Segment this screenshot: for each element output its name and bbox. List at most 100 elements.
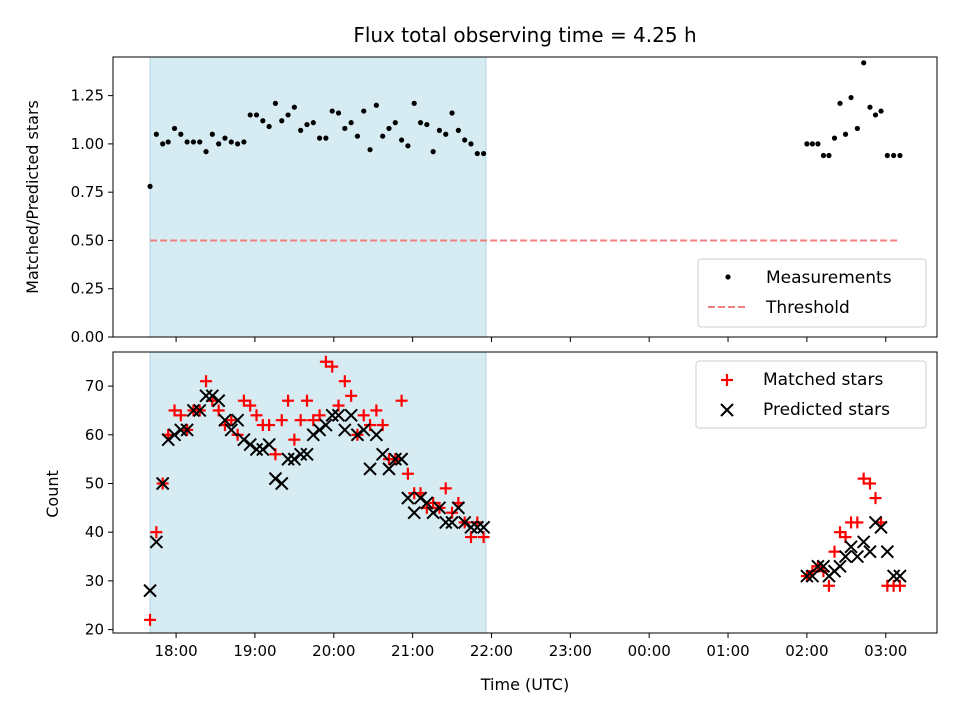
xtick-label: 00:00	[628, 642, 671, 660]
predicted-star-point	[413, 491, 428, 505]
measurement-point	[481, 150, 487, 157]
predicted-star-point	[300, 447, 314, 461]
predicted-x-b	[155, 476, 170, 491]
measurement-point	[260, 118, 266, 124]
matched-star-point	[869, 492, 882, 505]
xtick-label: 19:00	[233, 642, 276, 660]
predicted-star-point	[445, 515, 459, 530]
matched-star-point	[168, 404, 181, 417]
xtick-label: 23:00	[549, 642, 592, 660]
measurement-point	[298, 127, 304, 133]
predicted-star-point	[420, 496, 434, 510]
predicted-x-b	[375, 447, 390, 461]
matched-star-point	[174, 409, 187, 422]
measurement-point	[234, 141, 241, 147]
measurement-point	[831, 135, 838, 141]
top-observing-span	[149, 56, 487, 338]
measurement-point	[809, 141, 816, 147]
top-ytick-label: 1.00	[71, 135, 104, 153]
measurement-point	[279, 118, 285, 124]
measurement-point	[891, 152, 897, 159]
predicted-x-b	[401, 491, 415, 505]
measurement-point	[449, 110, 455, 116]
top-ytick-label: 0.25	[71, 280, 104, 298]
predicted-star-point	[880, 544, 895, 559]
predicted-x-b	[199, 389, 213, 403]
predicted-star-point	[249, 442, 264, 457]
predicted-x-b	[306, 428, 320, 442]
predicted-x-b	[369, 428, 384, 442]
xtick-label: 01:00	[706, 642, 749, 660]
bottom-legend: Matched stars Predicted stars	[695, 360, 927, 429]
predicted-x-b	[325, 408, 339, 423]
predicted-x-b	[838, 549, 853, 564]
measurement-point	[216, 141, 222, 147]
matched-star-point	[357, 409, 370, 422]
bottom-ytick-label: 50	[85, 474, 104, 492]
matched-star-point	[307, 414, 320, 427]
matched-star-point	[319, 355, 332, 368]
measurement-point	[861, 60, 867, 66]
predicted-star-point	[143, 583, 157, 598]
x-axis-label: Time (UTC)	[480, 675, 569, 694]
predicted-x-b	[249, 442, 264, 457]
predicted-star-point	[394, 452, 409, 466]
matched-star-point	[345, 389, 358, 402]
predicted-x-b	[874, 520, 888, 535]
bottom-ytick-label: 70	[85, 377, 104, 395]
bottom-observing-span	[149, 351, 487, 634]
predicted-x-b	[262, 437, 276, 452]
predicted-x-b	[470, 520, 485, 535]
matched-star-point	[326, 360, 339, 373]
predicted-star-point	[357, 423, 371, 437]
predicted-x-b	[167, 428, 182, 442]
matched-star-point	[376, 419, 389, 432]
predicted-star-point	[893, 569, 907, 583]
bottom-panel: 20 30 40 50 60 70 18:00 19:00 20:00 21:00 22:00 23:…	[85, 351, 938, 660]
predicted-star-point	[331, 408, 346, 423]
matched-star-point	[275, 414, 288, 427]
predicted-star-point	[401, 491, 415, 505]
measurement-point	[373, 102, 379, 108]
bottom-legend-box	[695, 360, 927, 429]
xtick-label: 02:00	[785, 642, 828, 660]
measurement-point	[398, 137, 405, 143]
measurement-point	[468, 141, 474, 147]
bottom-ytick-label: 60	[85, 426, 104, 444]
legend-measurement-marker	[725, 274, 731, 280]
matched-star-point	[427, 496, 440, 509]
predicted-star-point	[325, 408, 339, 423]
predicted-star-point	[350, 428, 365, 442]
measurement-point	[430, 149, 436, 155]
matched-star-point	[294, 414, 307, 427]
measurement-point	[820, 152, 827, 159]
predicted-x-b	[193, 403, 207, 418]
predicted-star-point	[306, 428, 320, 442]
measurement-point	[272, 100, 279, 106]
top-ytick-label: 0.75	[71, 183, 104, 201]
predicted-star-point	[275, 476, 289, 491]
matched-star-point	[250, 409, 263, 422]
measurement-point	[436, 127, 443, 133]
predicted-star-point	[256, 442, 270, 457]
xtick-label: 03:00	[864, 642, 907, 660]
legend-predicted-label: Predicted stars	[763, 400, 890, 420]
matched-star-point	[269, 448, 282, 461]
measurement-point	[171, 125, 178, 132]
predicted-x-b	[457, 515, 472, 530]
matched-star-point	[288, 433, 301, 446]
measurement-point	[815, 141, 821, 147]
measurement-point	[178, 131, 184, 137]
measurement-point	[203, 149, 209, 155]
predicted-x-b	[149, 535, 164, 549]
matched-star-point	[313, 409, 326, 422]
predicted-x-b	[388, 452, 402, 466]
predicted-star-point	[816, 559, 831, 573]
measurement-point	[247, 112, 253, 118]
bottom-ylabel: Count	[43, 470, 62, 518]
predicted-x-b	[281, 452, 295, 466]
predicted-star-point	[224, 423, 238, 437]
predicted-star-point	[262, 437, 276, 452]
bottom-frame	[112, 351, 938, 634]
predicted-star-point	[382, 462, 396, 476]
